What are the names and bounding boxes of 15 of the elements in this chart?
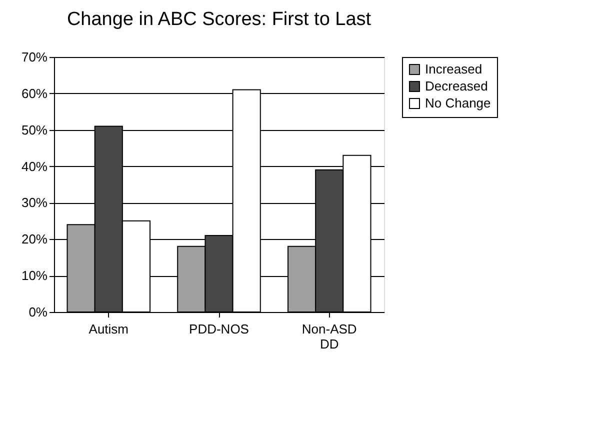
y-tick-label: 60% — [21, 86, 48, 101]
legend-label: Increased — [425, 62, 482, 76]
x-tick-label: PDD-NOS — [189, 322, 250, 336]
x-tick-label: Autism — [88, 322, 128, 336]
y-tick-label: 0% — [28, 304, 48, 320]
chart-title: Change in ABC Scores: First to Last — [66, 9, 372, 30]
x-tick-label: Non-ASD DD — [302, 322, 357, 352]
y-tick-label: 40% — [21, 158, 48, 174]
y-tick-label: 20% — [21, 232, 48, 247]
y-tick-label: 50% — [21, 122, 48, 138]
y-tick-label: 70% — [21, 50, 48, 64]
legend-label: No Change — [425, 96, 491, 110]
legend-label: Decreased — [425, 78, 488, 94]
y-tick-label: 10% — [21, 268, 48, 284]
y-tick-label: 30% — [21, 195, 48, 210]
